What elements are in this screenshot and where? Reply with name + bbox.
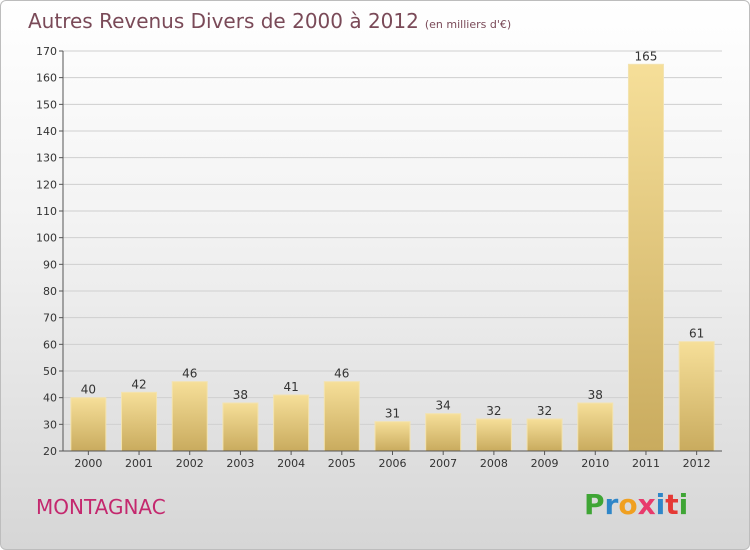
data-label: 32	[537, 404, 552, 418]
data-label: 41	[283, 380, 298, 394]
y-tick-label: 100	[36, 232, 57, 245]
data-label: 31	[385, 407, 400, 421]
x-tick-label: 2006	[379, 457, 407, 470]
data-label: 40	[81, 383, 96, 397]
x-tick-label: 2009	[531, 457, 559, 470]
y-tick-label: 150	[36, 98, 57, 111]
y-tick-label: 140	[36, 125, 57, 138]
bars: 40 42 46 38 41 46 31 34 32 32 38 165 61	[70, 49, 715, 452]
x-tick-label: 2007	[429, 457, 457, 470]
x-axis: 2000 2001 2002 2003 2004 2005 2006 2007 2008 2009…	[63, 450, 722, 470]
y-tick-label: 90	[43, 258, 57, 271]
city-name: MONTAGNAC	[36, 495, 166, 519]
bar	[577, 402, 614, 452]
data-label: 38	[588, 388, 603, 402]
x-tick-label: 2008	[480, 457, 508, 470]
x-tick-label: 2003	[226, 457, 254, 470]
proxiti-logo[interactable]: Proxiti	[584, 488, 689, 521]
x-tick-label: 2010	[581, 457, 609, 470]
y-tick-label: 40	[43, 392, 57, 405]
grid-lines	[63, 50, 722, 452]
y-axis: 20 30 40 50 60 70 80 90 100 110 120 130 140 150 160 170	[36, 45, 64, 458]
bar	[627, 63, 664, 452]
x-tick-label: 2005	[328, 457, 356, 470]
x-tick-label: 2000	[74, 457, 102, 470]
data-label: 38	[233, 388, 248, 402]
title-text: Autres Revenus Divers de 2000 à 2012	[28, 9, 419, 33]
y-tick-label: 50	[43, 365, 57, 378]
data-label: 32	[486, 404, 501, 418]
bar	[678, 341, 715, 452]
bar	[70, 397, 107, 452]
x-tick-label: 2004	[277, 457, 305, 470]
y-tick-label: 30	[43, 418, 57, 431]
data-label: 42	[131, 377, 146, 391]
bar	[425, 413, 462, 452]
y-tick-label: 70	[43, 312, 57, 325]
y-tick-label: 120	[36, 178, 57, 191]
data-label: 46	[334, 367, 349, 381]
data-label: 34	[436, 399, 451, 413]
x-tick-label: 2002	[176, 457, 204, 470]
data-label: 165	[635, 49, 658, 63]
y-tick-label: 170	[36, 45, 57, 58]
bar	[171, 381, 208, 452]
chart-title: Autres Revenus Divers de 2000 à 2012 (en …	[28, 9, 511, 33]
y-tick-label: 160	[36, 72, 57, 85]
y-tick-label: 20	[43, 445, 57, 458]
bar	[526, 418, 563, 452]
y-tick-label: 80	[43, 285, 57, 298]
x-tick-label: 2001	[125, 457, 153, 470]
title-unit: (en milliers d'€)	[424, 18, 512, 31]
bar	[374, 421, 411, 452]
x-tick-label: 2011	[632, 457, 660, 470]
x-tick-label: 2012	[683, 457, 711, 470]
y-tick-label: 110	[36, 205, 57, 218]
bar	[273, 394, 310, 452]
bar	[222, 402, 259, 452]
bar	[475, 418, 512, 452]
bar	[323, 381, 360, 452]
data-label: 46	[182, 367, 197, 381]
data-label: 61	[689, 327, 704, 341]
bar	[121, 391, 158, 452]
y-tick-label: 60	[43, 338, 57, 351]
y-tick-label: 130	[36, 152, 57, 165]
